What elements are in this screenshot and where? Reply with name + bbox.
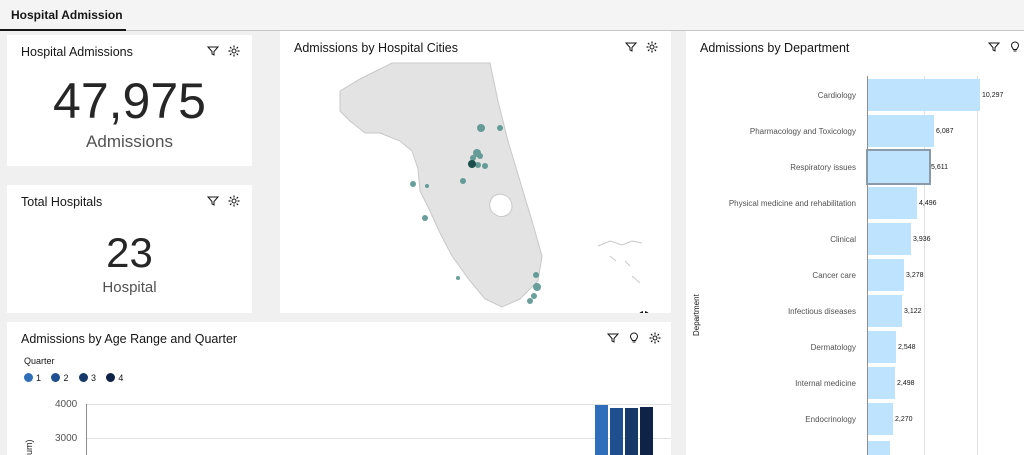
- filter-icon[interactable]: [207, 45, 219, 57]
- department-bar[interactable]: [868, 223, 911, 255]
- card-title: Total Hospitals: [21, 195, 103, 209]
- settings-icon[interactable]: [228, 195, 240, 207]
- y-axis-line: [86, 404, 87, 455]
- hospital-markers: [410, 124, 541, 304]
- settings-icon[interactable]: [649, 332, 661, 344]
- tab-hospital-admission[interactable]: Hospital Admission: [0, 0, 126, 31]
- overflow-bar: [868, 441, 890, 455]
- settings-icon[interactable]: [646, 41, 658, 53]
- florida-landmass: [339, 62, 543, 308]
- department-value-label: 3,122: [904, 308, 922, 315]
- quarter-bar[interactable]: [595, 405, 608, 455]
- department-value-label: 5,611: [931, 164, 948, 171]
- y-tick-label: 3000: [55, 433, 78, 444]
- quarter-legend: 1 2 3 4: [24, 369, 129, 387]
- department-tick-label: Dermatology: [810, 343, 856, 352]
- y-tick-label: 4000: [55, 399, 78, 410]
- florida-map[interactable]: [280, 61, 671, 313]
- department-tick-label: Cardiology: [817, 91, 856, 100]
- department-value-label: 3,278: [906, 272, 924, 279]
- department-bar[interactable]: [868, 403, 893, 435]
- department-tick-label: Pharmacology and Toxicology: [749, 127, 856, 136]
- hospitals-label: Hospital: [102, 279, 157, 296]
- department-value-label: 6,087: [936, 128, 954, 135]
- department-chart-card: Admissions by Department Department Card…: [686, 31, 1024, 455]
- gridline: [87, 438, 671, 439]
- department-value-label: 2,498: [897, 380, 915, 387]
- department-axis-title: Department: [692, 294, 701, 336]
- legend-item[interactable]: 2: [51, 373, 68, 383]
- lake-okeechobee: [489, 193, 513, 218]
- filter-icon[interactable]: [988, 41, 1000, 53]
- department-bar[interactable]: [868, 187, 917, 219]
- department-tick-label: Physical medicine and rehabilitation: [728, 199, 856, 208]
- legend-label: 1: [36, 372, 42, 383]
- department-bar[interactable]: [868, 79, 980, 111]
- legend-item[interactable]: 4: [106, 373, 123, 383]
- age-quarter-chart-card: Admissions by Age Range and Quarter Quar…: [7, 322, 671, 455]
- tab-bar: Hospital Admission: [0, 0, 1024, 31]
- quarter-bar[interactable]: [640, 407, 653, 455]
- gridline: [87, 404, 671, 405]
- insight-icon[interactable]: [628, 332, 640, 344]
- department-value-label: 3,936: [913, 236, 931, 243]
- department-bar[interactable]: [868, 295, 902, 327]
- card-title: Admissions by Age Range and Quarter: [21, 332, 238, 346]
- admissions-value: 47,975: [53, 73, 206, 129]
- department-tick-label: Endocrinology: [805, 415, 856, 424]
- department-tick-label: Clinical: [830, 235, 856, 244]
- department-bar[interactable]: [868, 259, 904, 291]
- admissions-label: Admissions: [86, 132, 173, 151]
- department-bar[interactable]: [866, 149, 931, 185]
- department-axis-line: [867, 76, 868, 455]
- settings-icon[interactable]: [228, 45, 240, 57]
- legend-label: 4: [118, 372, 124, 383]
- legend-swatch: [51, 373, 61, 382]
- legend-swatch: [106, 373, 116, 382]
- department-tick-label: Infectious diseases: [787, 307, 856, 316]
- admissions-kpi-card: Hospital Admissions 47,975 Admissions: [7, 35, 252, 166]
- card-title: Admissions by Hospital Cities: [294, 41, 458, 55]
- legend-swatch: [24, 373, 33, 382]
- card-title: Hospital Admissions: [21, 45, 133, 59]
- insight-icon[interactable]: [1009, 41, 1021, 53]
- gridline: [977, 76, 978, 455]
- y-axis-title-partial: um): [24, 439, 34, 455]
- hospitals-kpi-card: Total Hospitals 23 Hospital: [7, 185, 252, 313]
- department-bar[interactable]: [868, 115, 934, 147]
- hospital-marker-selected: [468, 160, 476, 168]
- department-value-label: 10,297: [982, 92, 1004, 99]
- department-tick-label: Respiratory issues: [790, 163, 856, 172]
- legend-item[interactable]: 1: [24, 373, 41, 383]
- gridline: [924, 76, 925, 455]
- department-tick-label: Cancer care: [812, 271, 856, 280]
- department-value-label: 4,496: [919, 200, 937, 207]
- department-value-label: 2,548: [898, 344, 916, 351]
- legend-label: 3: [90, 372, 96, 383]
- legend-item[interactable]: 3: [78, 372, 96, 383]
- department-value-label: 2,270: [895, 416, 913, 423]
- filter-icon[interactable]: [607, 332, 619, 344]
- map-card: Admissions by Hospital Cities: [280, 31, 671, 313]
- hospitals-value: 23: [106, 229, 153, 276]
- department-bar[interactable]: [868, 367, 895, 399]
- legend-swatch: [78, 373, 88, 382]
- quarter-bar[interactable]: [625, 408, 638, 455]
- card-title: Admissions by Department: [700, 41, 850, 55]
- department-bar[interactable]: [868, 331, 896, 363]
- legend-title: Quarter: [24, 356, 55, 366]
- bahamas-islands: [597, 240, 643, 284]
- filter-icon[interactable]: [625, 41, 637, 53]
- legend-label: 2: [63, 372, 69, 383]
- info-icon[interactable]: [638, 311, 650, 313]
- department-tick-label: Internal medicine: [795, 379, 856, 388]
- filter-icon[interactable]: [207, 195, 219, 207]
- quarter-bar[interactable]: [610, 408, 623, 455]
